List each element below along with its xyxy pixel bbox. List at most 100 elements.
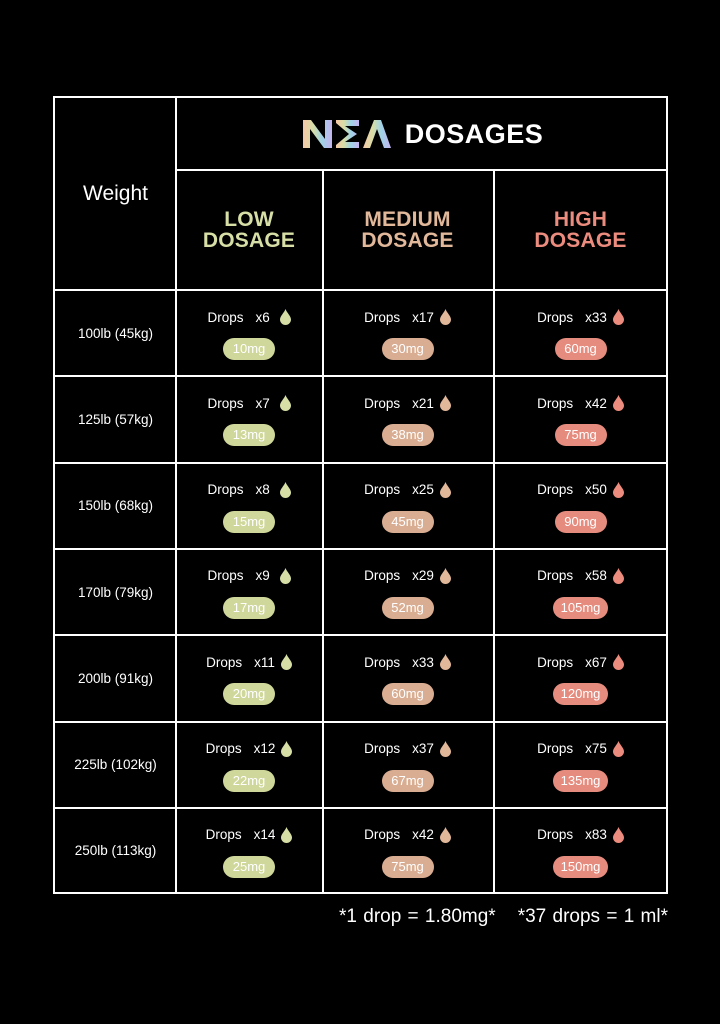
drop-count: x29 [412, 568, 434, 584]
drops-label: Drops [205, 741, 242, 756]
drops-label: Drops [207, 568, 244, 584]
drops-label: Drops [537, 827, 574, 843]
drop-icon [280, 654, 292, 671]
dosage-cell-medium: Drops x42 75mg [322, 808, 493, 894]
drop-count: x14 [253, 827, 276, 843]
drop-count: x42 [412, 827, 434, 843]
drops-line: Drops x42 [364, 826, 451, 844]
column-header-line2: DOSAGE [534, 229, 627, 252]
grid-divider [55, 806, 668, 809]
drop-count: x33 [412, 654, 434, 670]
drop-icon [439, 309, 451, 325]
drop-count: x17 [412, 309, 434, 325]
mg-pill: 60mg [381, 683, 434, 706]
mg-pill: 120mg [552, 683, 609, 706]
grid-divider [55, 634, 668, 637]
drop-icon [612, 740, 624, 757]
grid-divider [55, 461, 668, 464]
drop-icon [279, 481, 291, 498]
weight-label: 125lb (57kg) [77, 411, 154, 427]
footnote: *1 drop = 1.80mg* *37 drops = 1 ml* [339, 906, 668, 928]
drop-count: x37 [412, 741, 434, 756]
drops-line: Drops x6 [207, 308, 291, 326]
column-header-low: LOW DOSAGE [176, 170, 322, 290]
dosage-cell-high: Drops x75 135mg [493, 722, 668, 808]
dosage-table: Weight DOSAGES LOW DOSAGE MEDIUM DOSAGE HIGH… [53, 96, 668, 894]
drops-line: Drops x83 [537, 826, 624, 844]
drop-icon [612, 309, 624, 325]
drop-count: x42 [585, 395, 607, 411]
mg-pill: 67mg [381, 769, 434, 792]
drop-icon [612, 826, 624, 843]
dosage-cell-low: Drops x7 13mg [176, 376, 322, 462]
drops-label: Drops [207, 309, 244, 325]
drop-count: x11 [254, 654, 275, 670]
drop-icon [439, 654, 451, 671]
mg-pill: 10mg [223, 338, 275, 360]
drops-label: Drops [364, 395, 401, 411]
brand-header: DOSAGES [176, 98, 668, 170]
footnote-drop-mg: *1 drop = 1.80mg* [339, 906, 496, 927]
drop-count: x33 [585, 309, 607, 325]
dosage-cell-low: Drops x12 22mg [176, 722, 322, 808]
brand-title: DOSAGES [404, 118, 544, 149]
grid-divider [55, 375, 668, 378]
drops-line: Drops x8 [207, 481, 291, 499]
drop-icon [612, 567, 624, 584]
drops-line: Drops x14 [206, 826, 293, 844]
drops-label: Drops [537, 568, 574, 584]
grid-divider [55, 720, 668, 723]
dosage-cell-medium: Drops x25 45mg [322, 463, 493, 549]
drops-label: Drops [364, 827, 401, 843]
dosage-cell-medium: Drops x33 60mg [322, 635, 493, 721]
grid-divider [322, 170, 324, 892]
drops-line: Drops x7 [207, 394, 291, 412]
drops-label: Drops [364, 309, 401, 325]
drop-count: x67 [585, 654, 607, 670]
nea-logo-icon [302, 120, 391, 148]
drops-line: Drops x9 [207, 567, 291, 585]
column-header-medium: MEDIUM DOSAGE [322, 170, 493, 290]
drop-count: x21 [412, 395, 434, 411]
mg-pill: 25mg [223, 855, 275, 878]
drop-icon [279, 395, 291, 412]
drop-icon [281, 740, 293, 757]
mg-pill: 75mg [381, 855, 434, 878]
drop-icon [439, 481, 451, 498]
mg-pill: 52mg [381, 596, 434, 619]
drops-line: Drops x29 [364, 567, 451, 585]
drops-label: Drops [364, 568, 401, 584]
grid-divider [175, 98, 177, 892]
drop-count: x7 [255, 395, 270, 411]
drops-line: Drops x17 [364, 308, 451, 326]
drop-count: x8 [255, 482, 270, 498]
drop-count: x6 [255, 309, 270, 325]
dosage-cell-medium: Drops x29 52mg [322, 549, 493, 635]
mg-pill: 60mg [554, 338, 607, 360]
drops-line: Drops x25 [364, 481, 451, 499]
drop-icon [279, 309, 291, 325]
grid-divider [55, 289, 668, 291]
drops-label: Drops [364, 482, 401, 498]
drops-line: Drops x11 [206, 653, 292, 671]
column-header-line1: MEDIUM [364, 208, 451, 231]
drops-line: Drops x75 [537, 740, 624, 758]
drops-label: Drops [205, 827, 242, 843]
mg-pill: 150mg [552, 855, 609, 878]
column-header-line1: HIGH [553, 208, 608, 231]
drop-count: x83 [585, 827, 607, 843]
drop-count: x58 [585, 568, 607, 584]
column-header-line2: DOSAGE [361, 229, 454, 252]
drop-icon [612, 395, 624, 412]
weight-label: 200lb (91kg) [77, 670, 154, 686]
weight-label: 250lb (113kg) [74, 843, 157, 859]
dosage-cell-low: Drops x9 17mg [176, 549, 322, 635]
drops-line: Drops x37 [364, 740, 451, 758]
mg-pill: 15mg [223, 510, 275, 533]
drop-icon [612, 654, 624, 671]
column-header-line1: LOW [224, 208, 274, 231]
drops-line: Drops x21 [364, 394, 451, 412]
drops-line: Drops x58 [537, 567, 624, 585]
drop-count: x25 [412, 482, 434, 498]
drops-label: Drops [206, 654, 243, 670]
